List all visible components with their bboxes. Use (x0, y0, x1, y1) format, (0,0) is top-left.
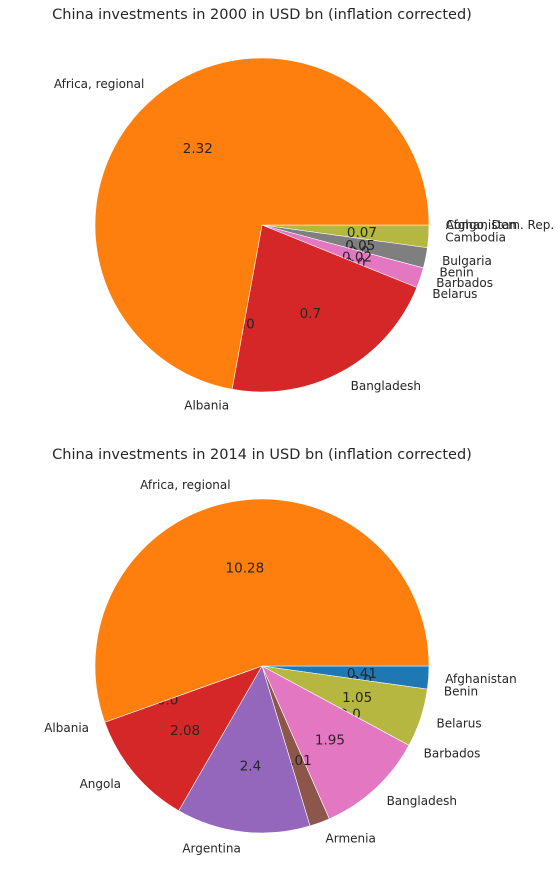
slice-label-barbados: Barbados (424, 746, 481, 760)
slice-value-belarus: 1.05 (342, 690, 372, 706)
slice-label-benin: Benin (444, 684, 478, 698)
slice-value-afghanistan: 0.41 (347, 666, 377, 682)
slice-label-belarus: Belarus (437, 716, 482, 730)
slice-value-angola: 2.08 (170, 723, 200, 739)
pie-slice-africa-regional (94, 498, 430, 723)
slice-label-africa-regional: Africa, regional (54, 77, 145, 91)
slice-label-africa-regional: Africa, regional (140, 478, 231, 492)
pie-chart-2014: 0.41Afghanistan0.0Benin1.05Belarus0.0Bar… (44, 478, 516, 855)
chart-title-2000: China investments in 2000 in USD bn (inf… (52, 7, 472, 23)
slice-value-argentina: 2.4 (240, 759, 261, 775)
slice-value-cambodia: 0.07 (347, 225, 377, 241)
pie-slice-argentina (178, 665, 311, 834)
slice-value-bangladesh: 0.7 (300, 306, 321, 322)
chart-title-2014: China investments in 2014 in USD bn (inf… (52, 447, 472, 463)
slice-label-bulgaria: Bulgaria (442, 254, 492, 268)
slice-label-afghanistan: Afghanistan (445, 672, 516, 686)
slice-value-africa-regional: 2.32 (183, 141, 213, 157)
slice-label-congo-dem-rep: Congo, Dem. Rep. (446, 218, 554, 232)
pie-slice-bangladesh (261, 665, 410, 820)
slice-label-angola: Angola (80, 777, 121, 791)
slice-value-africa-regional: 10.28 (226, 560, 265, 576)
slice-label-armenia: Armenia (326, 831, 376, 845)
slice-label-albania: Albania (44, 721, 89, 735)
pie-slice-bangladesh (231, 224, 418, 393)
slice-label-benin: Benin (440, 265, 474, 279)
slice-label-afghanistan: Afghanistan (446, 218, 517, 232)
slice-label-belarus: Belarus (432, 287, 477, 301)
slice-label-bangladesh: Bangladesh (351, 379, 421, 393)
slice-value-bangladesh: 1.95 (315, 733, 345, 749)
slice-label-barbados: Barbados (436, 276, 493, 290)
pie-chart-2000: 0.0Afghanistan0.0Congo, Dem. Rep.0.07Cam… (54, 57, 554, 413)
slice-label-argentina: Argentina (182, 841, 241, 855)
slice-label-cambodia: Cambodia (445, 231, 506, 245)
slice-label-bangladesh: Bangladesh (387, 794, 457, 808)
pie-slice-angola (104, 665, 263, 812)
slice-label-albania: Albania (184, 399, 229, 413)
pie-slice-africa-regional (94, 57, 430, 390)
